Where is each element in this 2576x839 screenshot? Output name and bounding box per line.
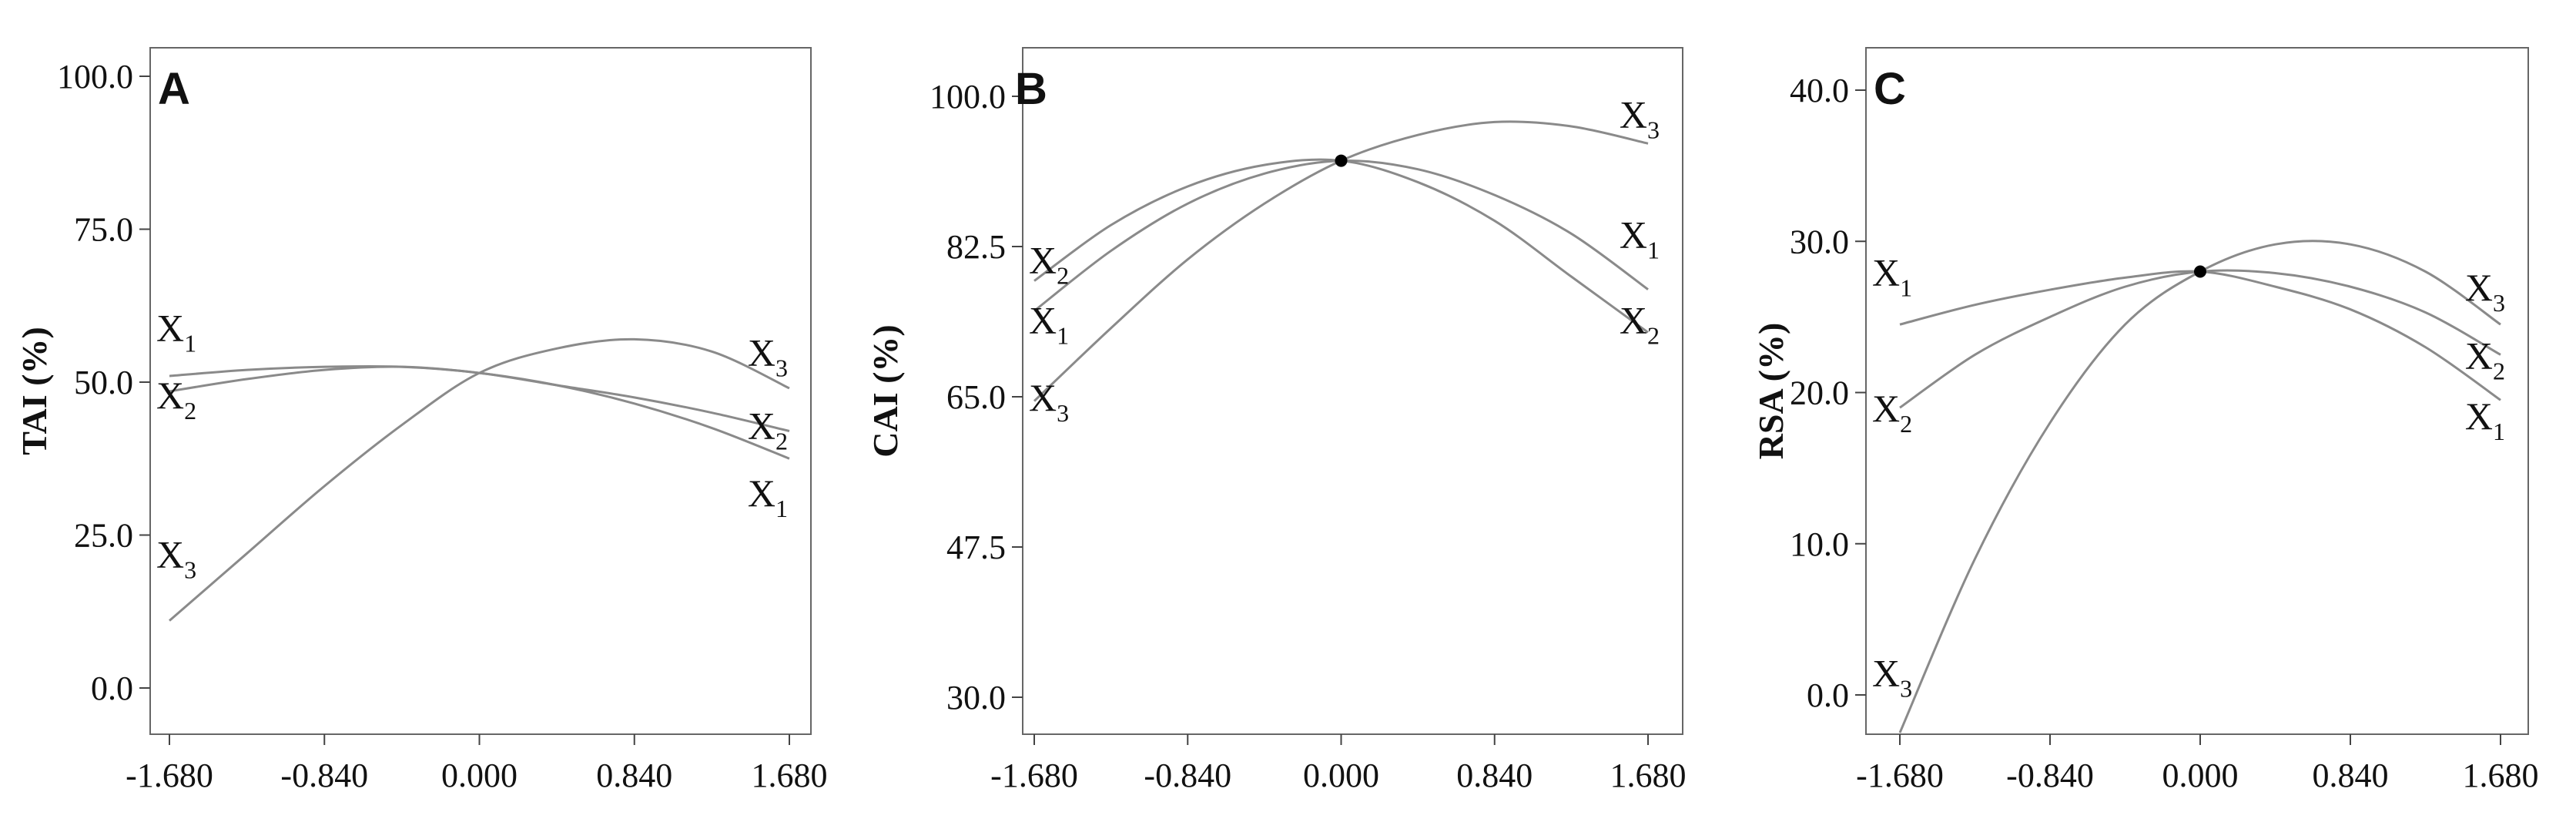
x-tick-label: 0.840 (596, 757, 672, 794)
series-label: X3 (1029, 376, 1069, 427)
x-tick-label: 1.680 (1610, 757, 1687, 794)
x-tick-label: -0.840 (1144, 757, 1231, 794)
series-label: X1 (2465, 394, 2505, 445)
y-tick-label: 100.0 (930, 78, 1006, 116)
series-label: X2 (1620, 299, 1660, 350)
plot-frame (149, 47, 812, 735)
center-point-marker (1335, 154, 1348, 167)
series-label: X1 (1872, 251, 1912, 302)
x-tick-label: 1.680 (752, 757, 828, 794)
y-tick-label: 0.0 (1807, 676, 1849, 714)
series-label: X2 (1029, 239, 1069, 290)
y-tick-label: 82.5 (946, 228, 1006, 266)
panel-c: -1.680 -0.840 0.000 0.840 1.680 0.0 10.0 20.0 30… (1751, 47, 2539, 794)
series-line-x1 (1899, 270, 2501, 401)
series-line-x1 (1033, 159, 1649, 312)
y-tick-label: 0.0 (91, 670, 133, 707)
series-line-x3 (169, 337, 790, 622)
x-tick-label: 0.840 (1456, 757, 1533, 794)
series-label: X1 (156, 307, 196, 357)
series-line-x3 (1898, 240, 2501, 733)
series-label: X1 (1029, 299, 1069, 350)
panel-letter: C (1874, 64, 1906, 114)
y-axis-label: TAI (%) (15, 327, 54, 455)
x-tick-label: -1.680 (1856, 757, 1944, 794)
y-axis-label: RSA (%) (1751, 323, 1790, 460)
series-label: X2 (2465, 334, 2505, 384)
x-tick-label: 1.680 (2463, 757, 2539, 794)
y-tick-label: 100.0 (57, 58, 133, 96)
y-tick-label: 47.5 (946, 529, 1006, 566)
y-axis-label: CAI (%) (866, 324, 905, 457)
series-label: X1 (748, 472, 788, 522)
x-tick-label: -1.680 (126, 757, 213, 794)
series-line-x2 (1033, 158, 1649, 334)
series-line-x1 (169, 364, 790, 460)
series-label: X3 (1872, 652, 1912, 703)
series-label: X2 (1872, 387, 1912, 438)
y-tick-label: 20.0 (1790, 374, 1849, 412)
x-tick-label: -1.680 (990, 757, 1078, 794)
panel-b: -1.680 -0.840 0.000 0.840 1.680 30.0 47.5 65.0 8… (866, 47, 1687, 794)
x-tick-label: -0.840 (280, 757, 368, 794)
series-label: X3 (1620, 92, 1660, 143)
y-tick-label: 65.0 (946, 378, 1006, 416)
x-tick-label: 0.840 (2313, 757, 2389, 794)
panel-letter: A (158, 64, 190, 114)
x-tick-label: -0.840 (2006, 757, 2094, 794)
y-tick-label: 10.0 (1790, 525, 1849, 563)
plot-frame (1865, 47, 2529, 735)
center-point-marker (2194, 265, 2206, 278)
y-tick-label: 40.0 (1790, 72, 1849, 109)
y-tick-label: 30.0 (1790, 223, 1849, 260)
series-label: X2 (748, 404, 788, 455)
x-tick-label: 0.000 (1303, 757, 1379, 794)
y-tick-label: 75.0 (74, 211, 133, 249)
y-tick-label: 50.0 (74, 364, 133, 401)
y-tick-label: 30.0 (946, 679, 1006, 717)
panel-a: -1.680 -0.840 0.000 0.840 1.680 0.0 25.0 50.0 75… (15, 47, 828, 794)
panel-letter: B (1015, 64, 1047, 114)
x-tick-label: 0.000 (441, 757, 518, 794)
series-label: X3 (748, 331, 788, 381)
series-label: X3 (156, 532, 196, 583)
series-label: X3 (2465, 266, 2505, 317)
series-label: X1 (1620, 213, 1660, 263)
x-tick-label: 0.000 (2162, 757, 2239, 794)
y-tick-label: 25.0 (74, 517, 133, 555)
series-label: X2 (156, 374, 196, 425)
plot-frame (1022, 47, 1683, 735)
